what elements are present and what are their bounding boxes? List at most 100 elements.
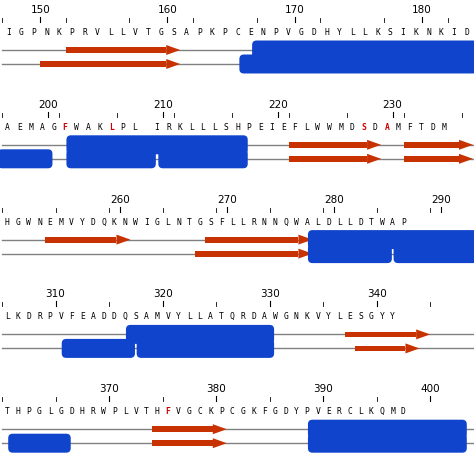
Text: Y: Y <box>80 218 85 227</box>
FancyBboxPatch shape <box>62 339 135 358</box>
Text: F: F <box>292 123 297 132</box>
Text: P: P <box>273 28 278 37</box>
Text: 220: 220 <box>268 100 288 110</box>
Text: A: A <box>91 312 95 321</box>
Text: A: A <box>5 123 10 132</box>
Text: H: H <box>80 407 85 416</box>
Text: L: L <box>48 407 53 416</box>
Text: L: L <box>240 218 245 227</box>
Polygon shape <box>405 343 419 354</box>
Text: G: G <box>159 28 164 37</box>
Bar <box>289 142 367 148</box>
Text: M: M <box>58 218 64 227</box>
Text: 180: 180 <box>412 5 432 15</box>
Text: R: R <box>82 28 87 37</box>
Text: V: V <box>315 407 320 416</box>
Text: E: E <box>258 123 263 132</box>
Text: T: T <box>419 123 424 132</box>
Text: F: F <box>69 312 74 321</box>
Text: 330: 330 <box>260 290 280 300</box>
Text: K: K <box>251 407 256 416</box>
Text: 320: 320 <box>153 290 173 300</box>
FancyBboxPatch shape <box>66 135 248 155</box>
Bar <box>355 346 405 351</box>
Text: G: G <box>198 218 202 227</box>
Text: T: T <box>5 407 10 416</box>
Text: Q: Q <box>283 218 288 227</box>
Text: S: S <box>388 28 392 37</box>
Text: L: L <box>5 312 10 321</box>
Text: W: W <box>101 407 106 416</box>
Text: K: K <box>16 312 20 321</box>
Text: V: V <box>286 28 291 37</box>
Text: G: G <box>37 407 42 416</box>
Text: K: K <box>413 28 418 37</box>
Text: S: S <box>133 312 138 321</box>
Text: P: P <box>48 312 53 321</box>
Bar <box>40 61 166 67</box>
Text: E: E <box>347 312 352 321</box>
Text: K: K <box>112 218 117 227</box>
Text: L: L <box>132 123 137 132</box>
Text: P: P <box>31 28 36 37</box>
Text: E: E <box>248 28 253 37</box>
Text: 270: 270 <box>217 195 237 205</box>
Text: D: D <box>112 312 117 321</box>
Text: N: N <box>294 312 299 321</box>
Text: D: D <box>358 218 363 227</box>
Text: A: A <box>208 312 213 321</box>
Text: H: H <box>235 123 240 132</box>
Text: L: L <box>304 123 309 132</box>
Text: A: A <box>390 218 395 227</box>
Text: R: R <box>240 312 245 321</box>
Text: M: M <box>338 123 343 132</box>
Text: G: G <box>16 218 20 227</box>
Polygon shape <box>299 248 312 259</box>
Text: T: T <box>187 218 192 227</box>
Text: A: A <box>262 312 267 321</box>
Text: D: D <box>326 218 331 227</box>
Text: A: A <box>144 312 149 321</box>
Text: I: I <box>401 28 405 37</box>
Text: G: G <box>58 407 64 416</box>
FancyBboxPatch shape <box>0 149 53 168</box>
Text: K: K <box>369 407 374 416</box>
FancyBboxPatch shape <box>158 149 248 168</box>
Text: W: W <box>74 123 79 132</box>
Text: N: N <box>176 218 181 227</box>
Polygon shape <box>416 329 430 339</box>
Text: E: E <box>281 123 286 132</box>
Text: F: F <box>219 218 224 227</box>
Polygon shape <box>459 140 473 150</box>
Text: H: H <box>16 407 20 416</box>
Text: K: K <box>208 407 213 416</box>
Text: F: F <box>262 407 267 416</box>
Text: G: G <box>240 407 245 416</box>
Text: 280: 280 <box>324 195 344 205</box>
Text: 150: 150 <box>30 5 50 15</box>
Text: G: G <box>187 407 192 416</box>
Text: P: P <box>401 218 406 227</box>
Text: D: D <box>251 312 256 321</box>
Bar <box>404 142 459 148</box>
Text: L: L <box>347 218 352 227</box>
Text: F: F <box>63 123 68 132</box>
Polygon shape <box>166 45 180 55</box>
FancyBboxPatch shape <box>126 325 274 344</box>
Text: G: G <box>155 218 160 227</box>
Text: P: P <box>222 28 227 37</box>
Text: L: L <box>212 123 217 132</box>
Text: W: W <box>133 218 138 227</box>
Text: 310: 310 <box>46 290 65 300</box>
Bar <box>345 331 416 337</box>
Polygon shape <box>117 235 130 245</box>
Polygon shape <box>299 235 312 245</box>
Text: 260: 260 <box>110 195 129 205</box>
Bar <box>195 251 299 256</box>
Text: P: P <box>112 407 117 416</box>
Text: N: N <box>426 28 431 37</box>
Bar <box>45 237 117 243</box>
Text: P: P <box>305 407 310 416</box>
FancyBboxPatch shape <box>66 149 156 168</box>
Text: P: P <box>120 123 125 132</box>
